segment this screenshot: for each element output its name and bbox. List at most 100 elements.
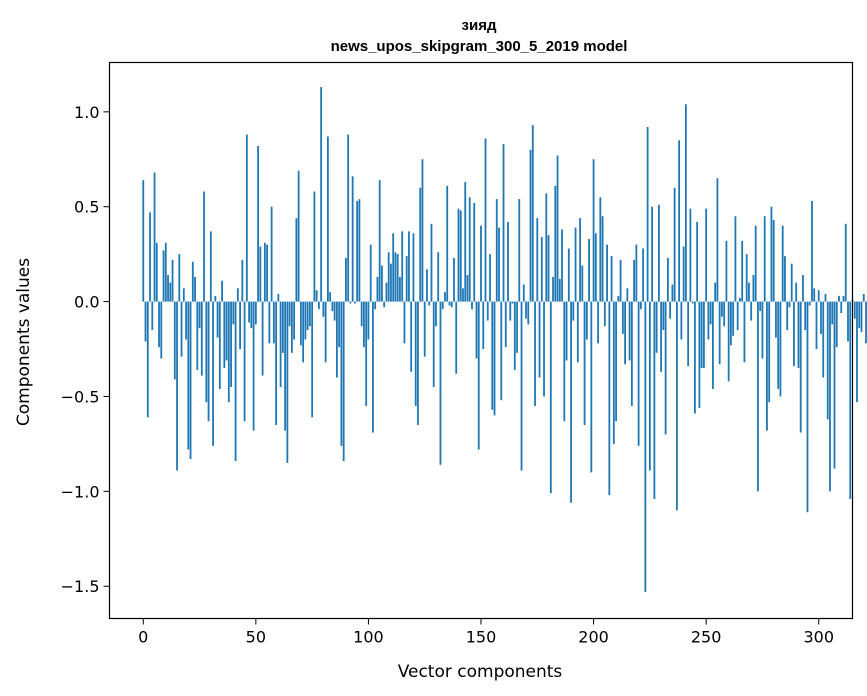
bar [477, 301, 480, 450]
bar [167, 275, 169, 302]
bar [378, 180, 381, 302]
bar [151, 301, 154, 331]
bar [630, 301, 633, 406]
bar [421, 159, 424, 302]
bar [716, 178, 719, 302]
bar [313, 191, 316, 302]
bar [266, 244, 269, 302]
bar [254, 301, 257, 325]
bar [320, 87, 323, 302]
bar [511, 301, 514, 304]
bar [570, 301, 572, 503]
bar [709, 301, 712, 325]
bar [705, 208, 708, 302]
chart-title: зияд [462, 17, 497, 34]
x-tick-label: 150 [466, 628, 497, 647]
bar [637, 301, 640, 446]
bar [180, 301, 183, 357]
bar [826, 301, 829, 420]
bar [527, 301, 530, 325]
bar [383, 301, 386, 308]
bar [149, 212, 151, 302]
bar [468, 197, 471, 302]
bar [739, 297, 741, 302]
bar [259, 246, 262, 302]
bar [158, 301, 160, 348]
bar [252, 301, 255, 431]
bar [833, 301, 836, 469]
bar [736, 301, 739, 331]
bar [538, 301, 541, 378]
bar [633, 259, 635, 302]
x-tick-label: 200 [578, 628, 609, 647]
bar [671, 284, 674, 302]
bar [621, 301, 624, 334]
bar [624, 301, 626, 365]
bar [579, 218, 581, 302]
bar [390, 263, 392, 302]
bar [221, 280, 223, 302]
bar [563, 301, 566, 422]
bar [374, 301, 377, 310]
bar [797, 301, 800, 369]
bar [682, 246, 685, 302]
y-axis-label: Components values [14, 258, 34, 426]
bar [730, 301, 732, 346]
bar [556, 155, 559, 302]
bar [610, 256, 613, 302]
bar [473, 202, 476, 302]
bar [392, 233, 395, 302]
bar [529, 149, 532, 302]
bar [757, 301, 759, 492]
bar [178, 254, 181, 302]
bar [788, 301, 791, 308]
bar [558, 278, 561, 302]
bar [599, 197, 602, 302]
bar [437, 252, 440, 302]
bar [684, 104, 687, 302]
bar [727, 301, 730, 382]
bar [653, 301, 656, 499]
bar [714, 282, 717, 302]
plot-frame [108, 61, 854, 620]
bar [349, 301, 352, 304]
bar [347, 134, 350, 302]
bar [239, 301, 241, 350]
bar [761, 301, 764, 359]
bar [160, 301, 163, 359]
bar [588, 238, 590, 302]
bar [435, 301, 437, 327]
bar [678, 140, 681, 302]
bar [146, 301, 149, 418]
bar [766, 301, 768, 431]
bar [284, 301, 287, 431]
bar [849, 301, 852, 499]
bar [770, 206, 773, 302]
bar [853, 301, 856, 319]
bar [644, 301, 647, 592]
bar [545, 193, 548, 302]
bar [790, 263, 793, 302]
y-tick-label: 0.0 [74, 293, 99, 312]
bar [412, 233, 415, 302]
bar [399, 276, 401, 302]
bar [164, 242, 167, 302]
bar [480, 225, 482, 302]
bar [509, 301, 512, 321]
bar [486, 301, 489, 321]
bar [223, 301, 226, 369]
bar [203, 191, 205, 302]
bar [829, 301, 831, 492]
bar [293, 301, 296, 340]
bar [194, 276, 196, 302]
bar [660, 301, 663, 372]
bar [297, 170, 300, 302]
bar [534, 301, 536, 406]
bar [696, 221, 699, 302]
bar [712, 301, 714, 389]
bar [234, 301, 237, 461]
bar [626, 288, 629, 302]
bar [817, 290, 820, 302]
bar [793, 301, 795, 367]
bar [520, 301, 523, 471]
